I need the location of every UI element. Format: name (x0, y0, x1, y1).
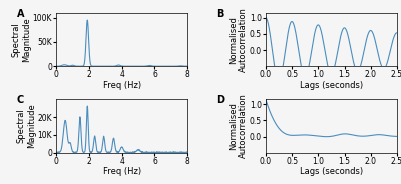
Text: C: C (17, 95, 24, 105)
Y-axis label: Normalised
Autocorrelation: Normalised Autocorrelation (229, 7, 248, 72)
Text: B: B (216, 9, 223, 19)
Y-axis label: Spectral
Magnitude: Spectral Magnitude (16, 104, 36, 148)
X-axis label: Lags (seconds): Lags (seconds) (300, 81, 363, 90)
Text: A: A (17, 9, 24, 19)
Y-axis label: Normalised
Autocorrelation: Normalised Autocorrelation (229, 94, 248, 158)
Text: D: D (216, 95, 224, 105)
X-axis label: Freq (Hz): Freq (Hz) (103, 167, 141, 176)
X-axis label: Lags (seconds): Lags (seconds) (300, 167, 363, 176)
Y-axis label: Spectral
Magnitude: Spectral Magnitude (12, 17, 31, 62)
X-axis label: Freq (Hz): Freq (Hz) (103, 81, 141, 90)
